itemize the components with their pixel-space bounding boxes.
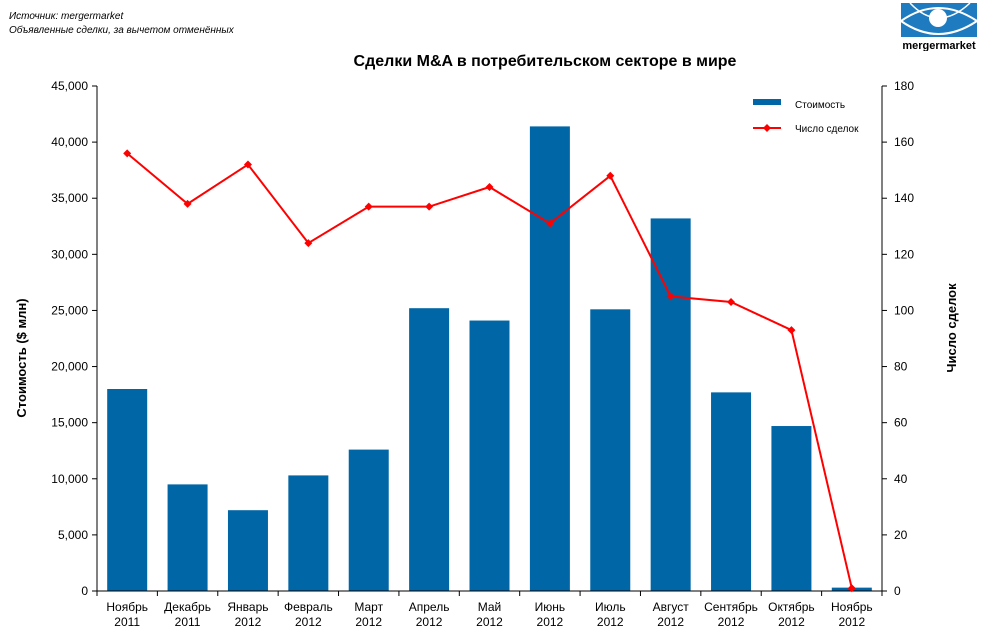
y-tick-label: 40,000	[51, 135, 88, 149]
logo-text: mergermarket	[902, 40, 976, 51]
bar-4	[348, 449, 389, 591]
x-tick-label-month: Август	[653, 600, 690, 614]
x-tick-label-year: 2012	[416, 615, 443, 629]
count-marker-5	[425, 202, 434, 211]
count-marker-8	[606, 171, 615, 180]
x-tick-label-year: 2012	[476, 615, 503, 629]
y2-tick-label: 120	[894, 247, 914, 261]
x-tick-label-year: 2012	[355, 615, 382, 629]
chart-title: Сделки M&A в потребительском секторе в м…	[354, 53, 737, 70]
bar-9	[650, 218, 691, 591]
x-tick-label-month: Январь	[227, 600, 268, 614]
bar-11	[771, 426, 812, 591]
x-tick-label-month: Февраль	[284, 600, 333, 614]
y2-tick-label: 80	[894, 360, 908, 374]
bar-2	[227, 510, 268, 591]
bar-5	[409, 308, 450, 591]
x-tick-label-month: Июнь	[535, 600, 566, 614]
y-tick-label: 30,000	[51, 247, 88, 261]
y2-axis-label: Число сделок	[944, 283, 959, 373]
x-tick-label-month: Ноябрь	[831, 600, 873, 614]
count-marker-12	[847, 584, 856, 593]
bar-1	[167, 484, 208, 591]
y-tick-label: 20,000	[51, 360, 88, 374]
y2-tick-label: 60	[894, 416, 908, 430]
x-tick-label-month: Апрель	[409, 600, 450, 614]
y-tick-label: 10,000	[51, 472, 88, 486]
y2-tick-label: 0	[894, 584, 901, 598]
bar-10	[711, 392, 752, 591]
y2-tick-label: 160	[894, 135, 914, 149]
count-marker-0	[123, 149, 132, 158]
mergermarket-logo: mergermarket	[899, 2, 979, 52]
x-tick-label-year: 2011	[114, 615, 140, 629]
bar-3	[288, 475, 329, 591]
count-marker-10	[727, 298, 736, 307]
count-marker-3	[304, 239, 313, 248]
x-tick-label-year: 2011	[175, 615, 201, 629]
source-note: Источник: mergermarket	[9, 11, 124, 22]
y-axis-label: Стоимость ($ млн)	[14, 298, 29, 417]
y2-tick-label: 20	[894, 528, 908, 542]
x-tick-label-month: Декабрь	[164, 600, 211, 614]
legend-label-value: Стоимость	[795, 100, 845, 111]
count-marker-1	[183, 199, 192, 208]
y-tick-label: 0	[81, 584, 88, 598]
bar-6	[469, 320, 510, 591]
legend-marker	[763, 124, 771, 132]
y-tick-label: 15,000	[51, 416, 88, 430]
legend-bar-swatch	[753, 99, 781, 105]
filter-note: Объявленные сделки, за вычетом отменённы…	[9, 25, 234, 36]
x-tick-label-year: 2012	[235, 615, 262, 629]
bar-7	[529, 126, 570, 592]
y2-tick-label: 100	[894, 303, 914, 317]
y-tick-label: 35,000	[51, 191, 88, 205]
x-tick-label-month: Октябрь	[768, 600, 815, 614]
y2-tick-label: 180	[894, 79, 914, 93]
y-tick-label: 45,000	[51, 79, 88, 93]
count-marker-6	[485, 183, 494, 191]
count-marker-11	[787, 326, 796, 335]
legend-label-count: Число сделок	[795, 124, 859, 135]
x-tick-label-year: 2012	[718, 615, 745, 629]
x-tick-label-month: Май	[478, 600, 502, 614]
y-tick-label: 5,000	[58, 528, 88, 542]
x-tick-label-year: 2012	[537, 615, 564, 629]
bar-8	[590, 309, 631, 591]
bar-0	[107, 389, 148, 591]
eye-logo-icon: mergermarket	[899, 2, 979, 52]
x-tick-label-month: Ноябрь	[106, 600, 148, 614]
y2-tick-label: 140	[894, 191, 914, 205]
x-tick-label-year: 2012	[295, 615, 322, 629]
x-tick-label-year: 2012	[597, 615, 624, 629]
count-marker-9	[666, 292, 675, 301]
x-tick-label-month: Март	[354, 600, 383, 614]
count-marker-4	[364, 202, 373, 211]
x-tick-label-year: 2012	[657, 615, 684, 629]
x-tick-label-month: Сентябрь	[704, 600, 758, 614]
count-marker-2	[243, 160, 252, 169]
y-tick-label: 25,000	[51, 303, 88, 317]
count-marker-7	[545, 219, 554, 228]
x-tick-label-month: Июль	[595, 600, 626, 614]
x-tick-label-year: 2012	[778, 615, 805, 629]
legend: Стоимость Число сделок	[753, 99, 859, 135]
x-tick-label-year: 2012	[838, 615, 865, 629]
y2-tick-label: 40	[894, 472, 908, 486]
